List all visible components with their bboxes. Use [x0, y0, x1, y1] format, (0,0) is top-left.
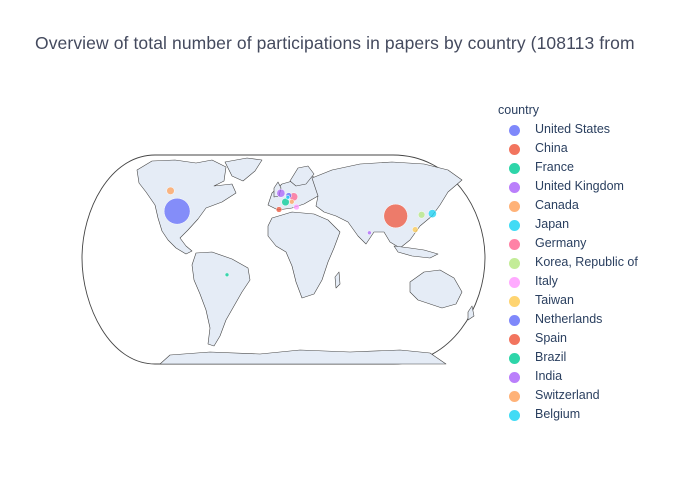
- legend-marker: [509, 239, 520, 250]
- legend-item-japan[interactable]: Japan: [496, 216, 696, 235]
- legend-item-spain[interactable]: Spain: [496, 330, 696, 349]
- legend-item-india[interactable]: India: [496, 368, 696, 387]
- asia: [311, 161, 463, 249]
- legend-label: Canada: [535, 198, 579, 212]
- marker-japan[interactable]: [428, 209, 437, 218]
- legend-marker: [509, 220, 520, 231]
- legend-label: Germany: [535, 236, 587, 250]
- africa: [267, 211, 341, 299]
- legend-label: United Kingdom: [535, 179, 624, 193]
- legend-item-taiwan[interactable]: Taiwan: [496, 292, 696, 311]
- legend-marker: [509, 353, 520, 364]
- legend-marker: [509, 144, 520, 155]
- legend-title: country: [498, 103, 539, 117]
- legend-label: Korea, Republic of: [535, 255, 638, 269]
- legend-item-korea-republic-of[interactable]: Korea, Republic of: [496, 254, 696, 273]
- legend-item-united-states[interactable]: United States: [496, 121, 696, 140]
- legend-marker: [509, 201, 520, 212]
- legend-marker: [509, 163, 520, 174]
- marker-belgium[interactable]: [285, 195, 291, 200]
- marker-united-states[interactable]: [163, 197, 191, 225]
- marker-united-kingdom[interactable]: [276, 188, 286, 198]
- legend-marker: [509, 391, 520, 402]
- legend-item-brazil[interactable]: Brazil: [496, 349, 696, 368]
- legend-marker: [509, 410, 520, 421]
- legend-marker: [509, 334, 520, 345]
- legend-label: Japan: [535, 217, 570, 231]
- legend-label: Belgium: [535, 407, 581, 421]
- legend-item-netherlands[interactable]: Netherlands: [496, 311, 696, 330]
- madagascar: [334, 271, 341, 289]
- legend-item-germany[interactable]: Germany: [496, 235, 696, 254]
- legend-label: Switzerland: [535, 388, 600, 402]
- legend-item-italy[interactable]: Italy: [496, 273, 696, 292]
- legend-marker: [509, 125, 520, 136]
- legend-label: Taiwan: [535, 293, 574, 307]
- legend-label: Spain: [535, 331, 567, 345]
- legend-item-france[interactable]: France: [496, 159, 696, 178]
- legend-marker: [509, 315, 520, 326]
- chart-title: Overview of total number of participatio…: [35, 33, 635, 53]
- marker-brazil[interactable]: [224, 272, 230, 278]
- legend-item-canada[interactable]: Canada: [496, 197, 696, 216]
- legend-label: United States: [535, 122, 611, 136]
- marker-switzerland[interactable]: [289, 199, 295, 205]
- south-america: [191, 251, 251, 347]
- marker-korea-republic-of[interactable]: [417, 211, 426, 219]
- legend-label: India: [535, 369, 563, 383]
- legend-marker: [509, 372, 520, 383]
- legend-marker: [509, 277, 520, 288]
- marker-italy[interactable]: [293, 203, 300, 211]
- marker-india[interactable]: [367, 230, 372, 236]
- legend-label: France: [535, 160, 574, 174]
- marker-taiwan[interactable]: [412, 226, 419, 233]
- scandinavia: [289, 165, 315, 187]
- legend-label: Brazil: [535, 350, 567, 364]
- marker-canada[interactable]: [166, 186, 175, 195]
- legend-item-switzerland[interactable]: Switzerland: [496, 387, 696, 406]
- marker-china[interactable]: [383, 203, 408, 229]
- legend-label: Italy: [535, 274, 558, 288]
- legend-label: Netherlands: [535, 312, 603, 326]
- data-points: [163, 186, 437, 278]
- marker-spain[interactable]: [275, 206, 283, 213]
- australia: [409, 269, 463, 309]
- legend-marker: [509, 258, 520, 269]
- greenland: [224, 157, 263, 182]
- legend-item-united-kingdom[interactable]: United Kingdom: [496, 178, 696, 197]
- indonesia: [393, 245, 439, 259]
- legend-item-belgium[interactable]: Belgium: [496, 406, 696, 425]
- legend-item-china[interactable]: China: [496, 140, 696, 159]
- antarctica: [159, 349, 447, 365]
- legend-label: China: [535, 141, 568, 155]
- legend-marker: [509, 182, 520, 193]
- new-zealand: [467, 305, 475, 321]
- legend-marker: [509, 296, 520, 307]
